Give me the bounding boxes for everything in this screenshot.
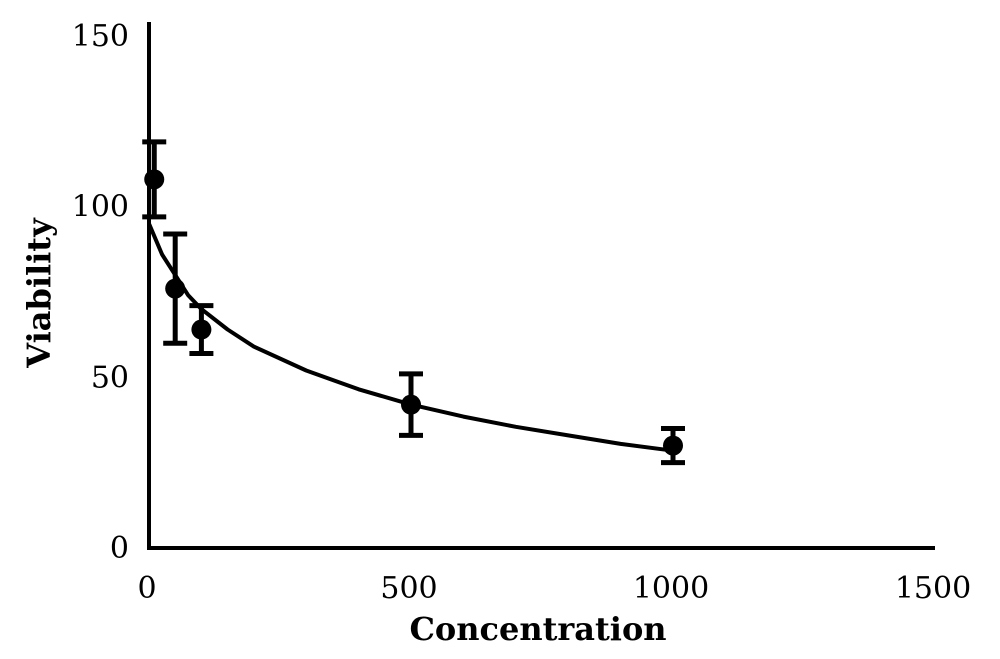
data-point <box>663 435 683 456</box>
y-tick-label: 150 <box>72 19 129 54</box>
data-point <box>191 319 212 340</box>
x-tick-label: 1000 <box>633 571 709 606</box>
axes <box>147 22 935 550</box>
data-point-group <box>399 371 423 438</box>
data-point <box>401 394 421 415</box>
y-axis-title: Viability <box>20 217 58 369</box>
x-tick-label: 1500 <box>895 571 971 606</box>
data-point <box>144 169 165 190</box>
data-points-group <box>142 139 685 466</box>
data-point-group <box>189 303 214 356</box>
y-tick-label: 0 <box>110 531 129 566</box>
data-point <box>165 278 186 299</box>
y-tick-label: 100 <box>72 190 129 225</box>
data-point-group <box>163 231 188 346</box>
data-point-group <box>661 426 685 466</box>
data-point-group <box>142 139 167 220</box>
y-tick-label: 50 <box>91 360 129 395</box>
x-axis-title: Concentration <box>409 610 666 648</box>
x-tick-label: 500 <box>380 571 437 606</box>
x-tick-label: 0 <box>137 571 156 606</box>
